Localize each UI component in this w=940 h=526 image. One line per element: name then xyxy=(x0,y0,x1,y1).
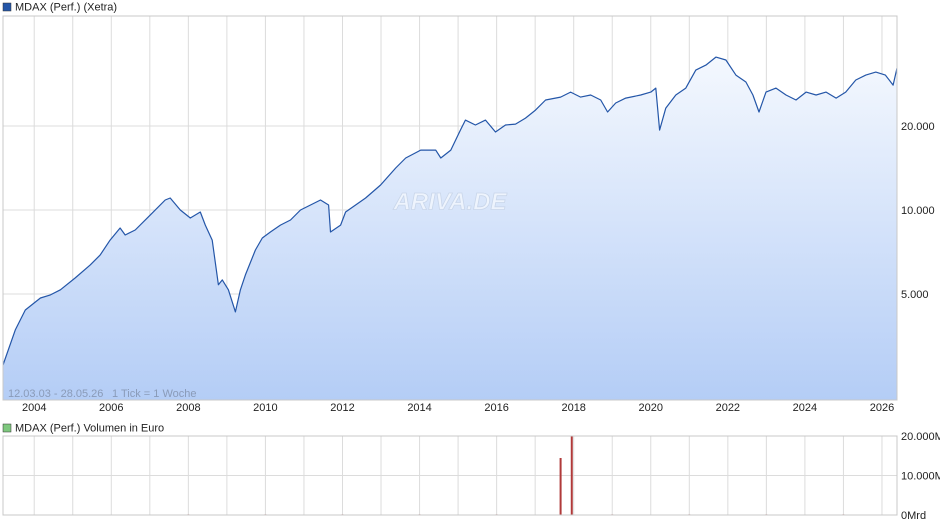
legend-swatch xyxy=(2,2,12,12)
x-tick-label: 2016 xyxy=(484,402,508,414)
x-tick-label: 2008 xyxy=(176,402,200,414)
watermark: ARIVA.DE xyxy=(393,188,508,215)
price-panel: 20.000 10.000 5.000 2004 2006 2008 2010 2012 201… xyxy=(3,16,935,414)
y-tick-label: 0Mrd xyxy=(901,510,926,522)
price-line xyxy=(3,56,897,366)
x-tick-label: 2026 xyxy=(870,402,894,414)
x-tick-label: 2024 xyxy=(793,402,817,414)
y-tick-label: 10.000 xyxy=(901,205,935,217)
x-tick-label: 2010 xyxy=(253,402,277,414)
x-tick-label: 2006 xyxy=(99,402,123,414)
x-tick-label: 2004 xyxy=(22,402,46,414)
x-tick-label: 2014 xyxy=(407,402,431,414)
date-range: 12.03.03 - 28.05.26 xyxy=(8,388,103,400)
legend-swatch xyxy=(2,423,12,433)
legend-label: MDAX (Perf.) Volumen in Euro xyxy=(15,422,164,434)
legend-label: MDAX (Perf.) (Xetra) xyxy=(15,1,117,13)
area xyxy=(3,57,897,400)
plot-frame xyxy=(2,15,898,401)
x-tick-label: 2022 xyxy=(716,402,740,414)
y-tick-label: 5.000 xyxy=(901,289,929,301)
tick-note: 1 Tick = 1 Woche xyxy=(112,388,196,400)
x-tick-label: 2012 xyxy=(330,402,354,414)
y-tick-label: 20.000M xyxy=(901,431,940,443)
volume-panel: 20.000M 10.000M 0Mrd xyxy=(3,431,940,522)
y-tick-label: 20.000 xyxy=(901,121,935,133)
x-tick-label: 2020 xyxy=(639,402,663,414)
volume-bar xyxy=(570,436,573,515)
x-tick-label: 2018 xyxy=(561,402,585,414)
y-tick-label: 10.000M xyxy=(901,470,940,482)
volume-bar xyxy=(559,458,562,515)
volume-frame xyxy=(2,435,898,516)
